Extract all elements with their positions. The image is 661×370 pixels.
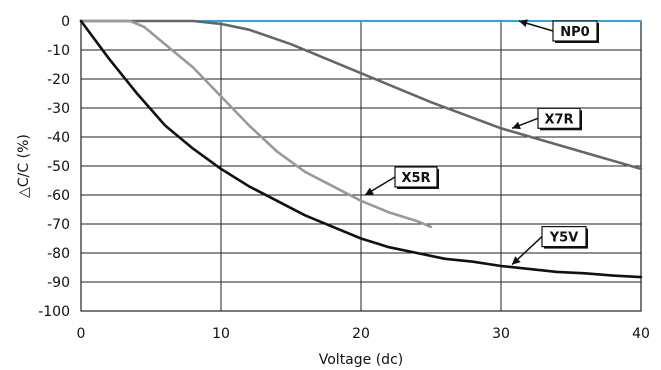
x-tick-labels: 0 10 20 30 40 [77,326,650,342]
x-tick-label: 10 [212,326,230,342]
callout-arrowhead [512,121,521,130]
callout-y5v: Y5V [511,226,588,266]
callout-box [394,166,438,188]
x-axis-title: Voltage (dc) [319,352,403,368]
y-tick-labels: 0 -10 -20 -30 -40 -50 -60 -70 -80 -90 -100 [38,14,70,320]
y-axis-title: △C/C (%) [16,134,32,198]
callout-box [552,20,598,42]
series-line-x7r [79,19,643,171]
callouts: NP0 X7R X5R Y5V [364,19,599,266]
series-lines [79,19,643,279]
grid [80,20,642,312]
series-label-y5v: Y5V [549,231,579,246]
y-tick-label: -40 [47,130,70,146]
y-tick-label: -60 [47,188,70,204]
y-tick-label: -70 [47,217,70,233]
y-tick-label: -50 [47,159,70,175]
callout-box [537,107,581,129]
y-tick-label: -10 [47,43,70,59]
callout-x5r: X5R [364,166,439,196]
callout-arrowhead [365,187,374,195]
y-tick-label: -30 [47,101,70,117]
series-line-y5v [79,19,643,279]
x-tick-label: 0 [77,326,86,342]
callout-x7r: X7R [511,107,582,131]
y-tick-label: 0 [61,14,70,30]
y-tick-label: -90 [47,275,70,291]
y-tick-label: -20 [47,72,70,88]
x-tick-label: 40 [632,326,650,342]
y-tick-label: -100 [38,304,70,320]
x-tick-label: 30 [492,326,510,342]
callout-arrowhead [512,256,521,265]
x-tick-label: 20 [352,326,370,342]
callout-arrowhead [519,19,528,28]
y-tick-label: -80 [47,246,70,262]
callout-np0: NP0 [518,19,599,43]
series-line-x5r [79,19,433,229]
callout-box [541,226,587,248]
series-label-x7r: X7R [544,112,573,127]
series-label-np0: NP0 [560,25,589,40]
series-label-x5r: X5R [401,171,430,186]
